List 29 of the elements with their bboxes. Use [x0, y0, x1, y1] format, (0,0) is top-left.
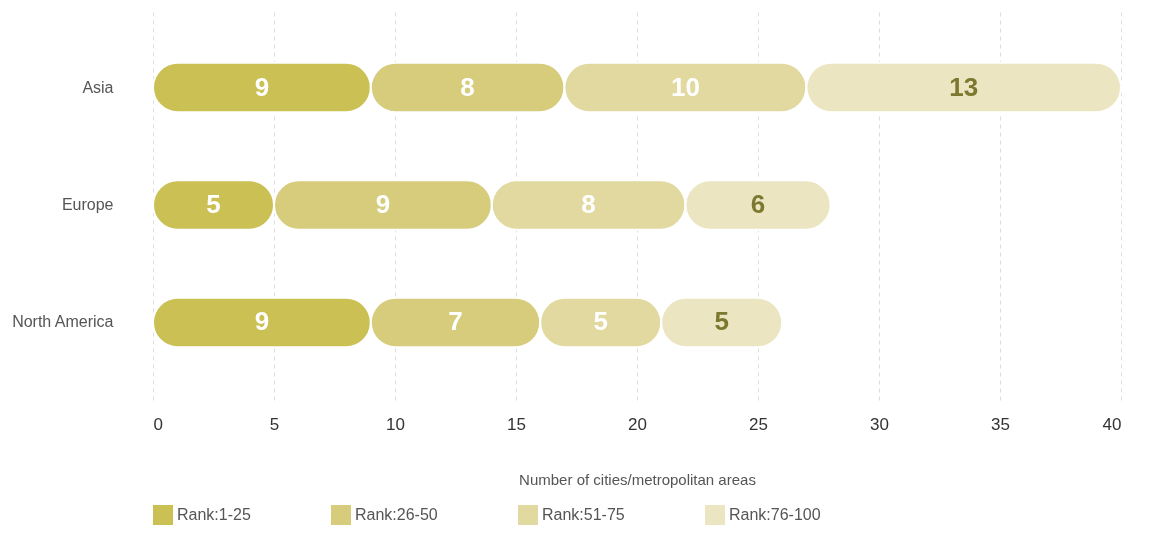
data-label: 5 [593, 306, 608, 337]
data-label: 13 [949, 71, 979, 102]
data-label: 7 [448, 306, 463, 337]
legend-label: Rank:1-25 [177, 506, 251, 523]
x-tick-label: 0 [153, 414, 163, 434]
legend-label: Rank:26-50 [355, 506, 438, 523]
data-label: 6 [750, 189, 766, 219]
legend-label: Rank:51-75 [542, 506, 625, 523]
data-label: 5 [714, 306, 729, 337]
x-tick-label: 35 [991, 414, 1010, 434]
data-label: 9 [375, 189, 391, 219]
x-axis-title: Number of cities/metropolitan areas [519, 470, 756, 488]
x-tick-label: 20 [628, 414, 647, 434]
x-tick-label: 40 [1102, 414, 1122, 434]
data-label: 8 [581, 189, 596, 219]
data-label: 9 [254, 71, 270, 102]
y-tick-label: North America [12, 313, 114, 331]
x-tick-label: 25 [749, 414, 768, 434]
data-label: 5 [206, 189, 221, 219]
data-label: 8 [460, 71, 475, 102]
x-tick-label: 5 [269, 414, 280, 434]
x-tick-label: 30 [870, 414, 889, 434]
y-tick-label: Asia [82, 78, 114, 96]
y-tick-label: Europe [61, 196, 114, 213]
x-tick-label: 15 [507, 414, 526, 434]
legend-label: Rank:76-100 [729, 506, 821, 523]
data-label: 9 [254, 306, 270, 337]
data-label: 10 [670, 71, 700, 102]
x-tick-label: 10 [386, 414, 405, 434]
